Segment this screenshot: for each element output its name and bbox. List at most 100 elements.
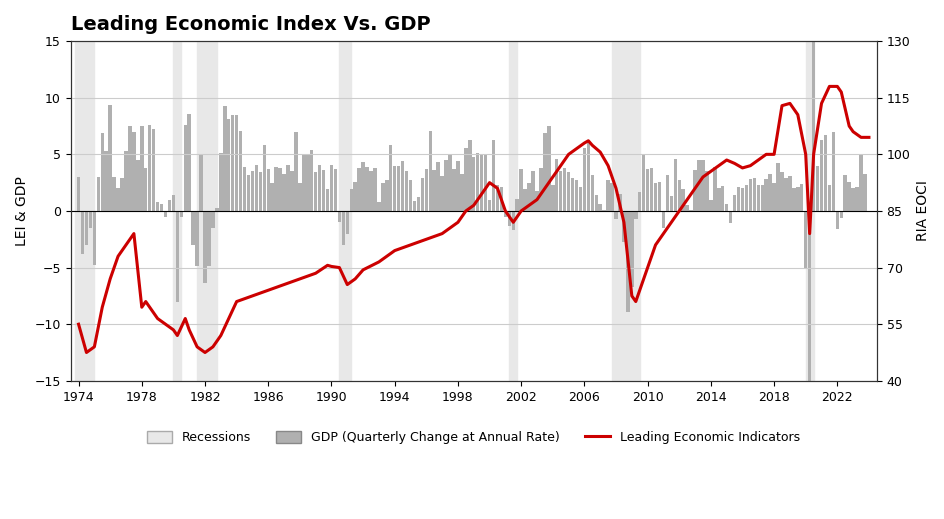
- Bar: [471, 157, 475, 211]
- Bar: [728, 211, 732, 223]
- Bar: [514, 198, 518, 211]
- Bar: [612, 41, 639, 381]
- Bar: [677, 181, 681, 211]
- Bar: [476, 153, 479, 211]
- Bar: [767, 173, 771, 211]
- Bar: [440, 176, 444, 211]
- Bar: [795, 187, 799, 211]
- Bar: [246, 175, 250, 211]
- Bar: [775, 163, 779, 211]
- Bar: [578, 187, 582, 211]
- Bar: [807, 211, 811, 519]
- Bar: [282, 173, 285, 211]
- Bar: [657, 182, 661, 211]
- Bar: [192, 211, 194, 245]
- Bar: [286, 165, 290, 211]
- Bar: [219, 153, 223, 211]
- Bar: [700, 160, 704, 211]
- Bar: [854, 187, 858, 211]
- Bar: [803, 211, 806, 268]
- Bar: [203, 211, 207, 283]
- Bar: [669, 196, 672, 211]
- Bar: [357, 168, 361, 211]
- Bar: [294, 132, 297, 211]
- Bar: [160, 204, 163, 211]
- Bar: [550, 185, 554, 211]
- Bar: [483, 154, 487, 211]
- Bar: [713, 167, 716, 211]
- Bar: [436, 162, 440, 211]
- Bar: [720, 186, 724, 211]
- Bar: [444, 160, 447, 211]
- Bar: [384, 181, 388, 211]
- Bar: [96, 177, 100, 211]
- Bar: [197, 41, 216, 381]
- Bar: [511, 211, 514, 230]
- Bar: [780, 172, 783, 211]
- Bar: [223, 106, 227, 211]
- Bar: [606, 181, 609, 211]
- Bar: [409, 181, 412, 211]
- Bar: [590, 175, 594, 211]
- Bar: [665, 175, 668, 211]
- Bar: [176, 211, 179, 302]
- Bar: [389, 145, 392, 211]
- Bar: [152, 129, 155, 211]
- Bar: [112, 177, 116, 211]
- Bar: [480, 156, 483, 211]
- Bar: [215, 208, 218, 211]
- Bar: [823, 135, 826, 211]
- Bar: [337, 211, 341, 222]
- Bar: [641, 154, 645, 211]
- Bar: [503, 211, 507, 216]
- Bar: [452, 169, 455, 211]
- Bar: [645, 169, 649, 211]
- Bar: [661, 211, 665, 228]
- Bar: [843, 175, 846, 211]
- Bar: [143, 168, 147, 211]
- Bar: [195, 211, 198, 266]
- Bar: [744, 185, 748, 211]
- Bar: [653, 183, 657, 211]
- Bar: [862, 173, 866, 211]
- Bar: [831, 132, 834, 211]
- Bar: [262, 145, 266, 211]
- Bar: [313, 172, 317, 211]
- Bar: [673, 159, 676, 211]
- Bar: [254, 165, 258, 211]
- Bar: [566, 172, 570, 211]
- Bar: [361, 162, 364, 211]
- Bar: [760, 185, 763, 211]
- Bar: [274, 167, 278, 211]
- Bar: [302, 154, 305, 211]
- Bar: [610, 183, 614, 211]
- Bar: [317, 165, 321, 211]
- Bar: [377, 202, 380, 211]
- Bar: [396, 166, 400, 211]
- Legend: Recessions, GDP (Quarterly Change at Annual Rate), Leading Economic Indicators: Recessions, GDP (Quarterly Change at Ann…: [142, 426, 804, 449]
- Bar: [456, 161, 459, 211]
- Bar: [369, 171, 372, 211]
- Bar: [420, 178, 424, 211]
- Bar: [851, 188, 854, 211]
- Bar: [724, 204, 728, 211]
- Bar: [487, 200, 491, 211]
- Bar: [326, 189, 329, 211]
- Bar: [534, 190, 538, 211]
- Bar: [554, 159, 558, 211]
- Bar: [523, 189, 527, 211]
- Bar: [413, 201, 415, 211]
- Bar: [416, 197, 420, 211]
- Bar: [333, 169, 337, 211]
- Bar: [167, 200, 171, 211]
- Bar: [278, 168, 281, 211]
- Bar: [543, 133, 546, 211]
- Bar: [132, 132, 136, 211]
- Bar: [393, 166, 396, 211]
- Bar: [172, 195, 175, 211]
- Bar: [847, 182, 850, 211]
- Bar: [732, 195, 735, 211]
- Bar: [748, 179, 751, 211]
- Bar: [183, 125, 187, 211]
- Bar: [519, 169, 522, 211]
